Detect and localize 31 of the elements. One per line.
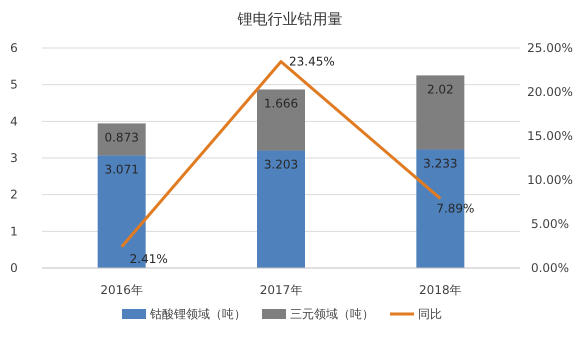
data-label: 0.873	[104, 130, 139, 144]
bar	[416, 75, 464, 150]
data-label: 23.45%	[289, 54, 335, 69]
x-tick-label: 2017年	[260, 283, 302, 297]
data-label: 2.02	[426, 82, 454, 96]
chart-title: 锂电行业钴用量	[236, 10, 342, 28]
y-tick-label: 6	[10, 41, 18, 55]
y-tick-label: 2	[10, 188, 18, 202]
data-label: 3.071	[104, 162, 139, 176]
y-tick-label: 3	[10, 151, 18, 165]
bar	[257, 89, 305, 151]
y-tick-label: 5	[10, 78, 18, 92]
x-tick-label: 2016年	[100, 283, 143, 297]
legend-label: 同比	[418, 307, 442, 321]
data-label: 3.233	[423, 156, 458, 170]
y-tick-label: 1	[10, 224, 18, 238]
y2-tick-label: 5.00%	[530, 217, 570, 231]
y2-tick-label: 20.00%	[527, 85, 573, 99]
data-label: 1.666	[264, 96, 298, 110]
y-tick-label: 0	[10, 261, 18, 275]
y2-tick-label: 0.00%	[530, 261, 570, 275]
y2-tick-label: 15.00%	[527, 129, 573, 143]
y2-tick-label: 25.00%	[527, 41, 573, 55]
legend-label: 钴酸锂领域（吨）	[149, 307, 246, 321]
data-label: 3.203	[264, 158, 298, 172]
x-tick-label: 2018年	[419, 283, 462, 297]
bar	[98, 123, 146, 156]
bar	[257, 150, 305, 268]
y2-tick-label: 10.00%	[527, 173, 573, 187]
y-tick-label: 4	[10, 114, 18, 128]
legend-label: 三元领域（吨）	[290, 307, 374, 321]
